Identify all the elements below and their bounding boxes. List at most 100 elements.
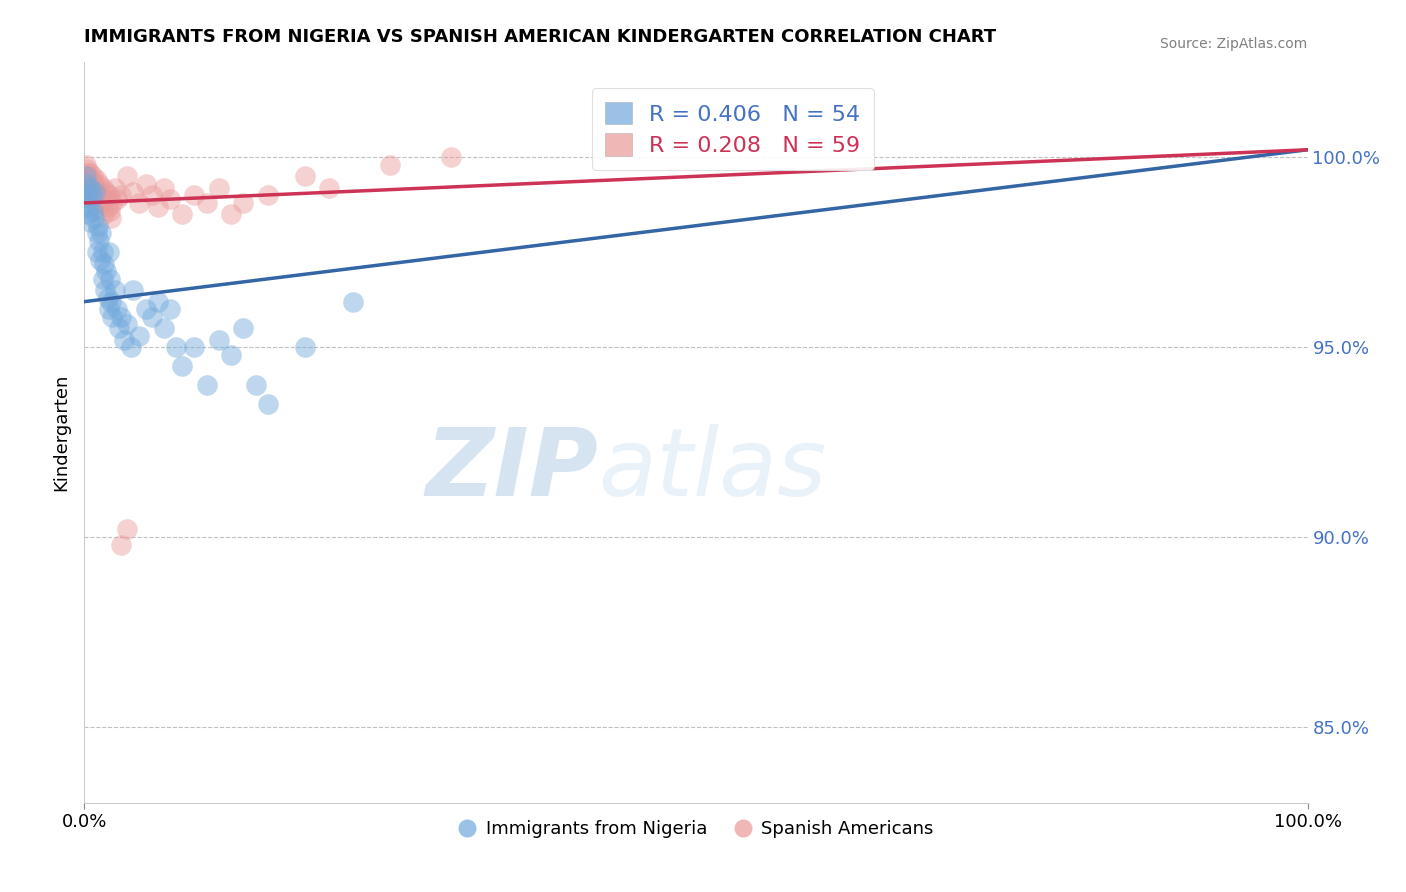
Legend: Immigrants from Nigeria, Spanish Americans: Immigrants from Nigeria, Spanish America… xyxy=(451,814,941,846)
Point xyxy=(97,245,120,260)
Point xyxy=(77,169,100,184)
Point xyxy=(90,195,112,210)
Point xyxy=(97,200,120,214)
Point xyxy=(87,185,110,199)
Point xyxy=(91,180,114,194)
Point xyxy=(86,188,108,202)
Point xyxy=(440,150,463,164)
Point xyxy=(77,188,100,202)
Point xyxy=(101,195,124,210)
Point xyxy=(82,203,104,218)
Point xyxy=(79,165,101,179)
Point xyxy=(195,378,218,392)
Point xyxy=(76,177,98,191)
Point xyxy=(112,333,135,347)
Point xyxy=(294,340,316,354)
Point xyxy=(105,302,128,317)
Point xyxy=(120,340,142,354)
Point xyxy=(219,348,242,362)
Point xyxy=(100,211,122,226)
Point xyxy=(165,340,187,354)
Point xyxy=(153,180,176,194)
Point xyxy=(80,185,103,199)
Point xyxy=(159,192,181,206)
Text: Source: ZipAtlas.com: Source: ZipAtlas.com xyxy=(1160,37,1308,52)
Point xyxy=(86,200,108,214)
Point xyxy=(93,207,115,221)
Point xyxy=(115,523,138,537)
Y-axis label: Kindergarten: Kindergarten xyxy=(52,374,70,491)
Point xyxy=(83,188,105,202)
Point xyxy=(141,188,163,202)
Point xyxy=(86,227,108,241)
Point xyxy=(146,294,169,309)
Point xyxy=(153,321,176,335)
Point xyxy=(110,188,132,202)
Point xyxy=(128,328,150,343)
Point xyxy=(110,538,132,552)
Point xyxy=(208,333,231,347)
Point xyxy=(77,173,100,187)
Point xyxy=(91,245,114,260)
Point xyxy=(84,185,107,199)
Point xyxy=(82,180,104,194)
Point xyxy=(159,302,181,317)
Point xyxy=(98,203,121,218)
Point xyxy=(79,180,101,194)
Point xyxy=(146,200,169,214)
Point xyxy=(115,169,138,184)
Point xyxy=(257,188,280,202)
Point xyxy=(94,192,117,206)
Point xyxy=(86,245,108,260)
Point xyxy=(318,180,340,194)
Point xyxy=(97,291,120,305)
Point xyxy=(257,397,280,411)
Point xyxy=(75,158,97,172)
Point xyxy=(79,177,101,191)
Point xyxy=(195,195,218,210)
Point xyxy=(172,207,194,221)
Point xyxy=(105,192,128,206)
Point xyxy=(101,310,124,324)
Point xyxy=(183,188,205,202)
Point xyxy=(77,200,100,214)
Point xyxy=(183,340,205,354)
Point xyxy=(172,359,194,374)
Point xyxy=(76,165,98,179)
Point xyxy=(93,257,115,271)
Point xyxy=(98,272,121,286)
Point xyxy=(77,180,100,194)
Point xyxy=(82,169,104,184)
Point xyxy=(83,177,105,191)
Point xyxy=(87,177,110,191)
Point xyxy=(208,180,231,194)
Point xyxy=(77,207,100,221)
Text: IMMIGRANTS FROM NIGERIA VS SPANISH AMERICAN KINDERGARTEN CORRELATION CHART: IMMIGRANTS FROM NIGERIA VS SPANISH AMERI… xyxy=(84,28,997,45)
Point xyxy=(104,180,127,194)
Point xyxy=(128,195,150,210)
Point xyxy=(94,283,117,297)
Point xyxy=(115,318,138,332)
Point xyxy=(380,158,402,172)
Point xyxy=(80,173,103,187)
Point xyxy=(89,252,111,267)
Point xyxy=(77,188,100,202)
Point xyxy=(110,310,132,324)
Point xyxy=(97,302,120,317)
Point xyxy=(76,195,98,210)
Point xyxy=(90,227,112,241)
Point xyxy=(83,211,105,226)
Point xyxy=(100,294,122,309)
Point xyxy=(86,173,108,187)
Point xyxy=(135,177,157,191)
Point xyxy=(122,283,145,297)
Point xyxy=(104,283,127,297)
Point xyxy=(91,272,114,286)
Point xyxy=(97,188,120,202)
Text: ZIP: ZIP xyxy=(425,424,598,516)
Point xyxy=(80,188,103,202)
Point xyxy=(84,195,107,210)
Point xyxy=(122,185,145,199)
Point xyxy=(87,234,110,248)
Point xyxy=(79,215,101,229)
